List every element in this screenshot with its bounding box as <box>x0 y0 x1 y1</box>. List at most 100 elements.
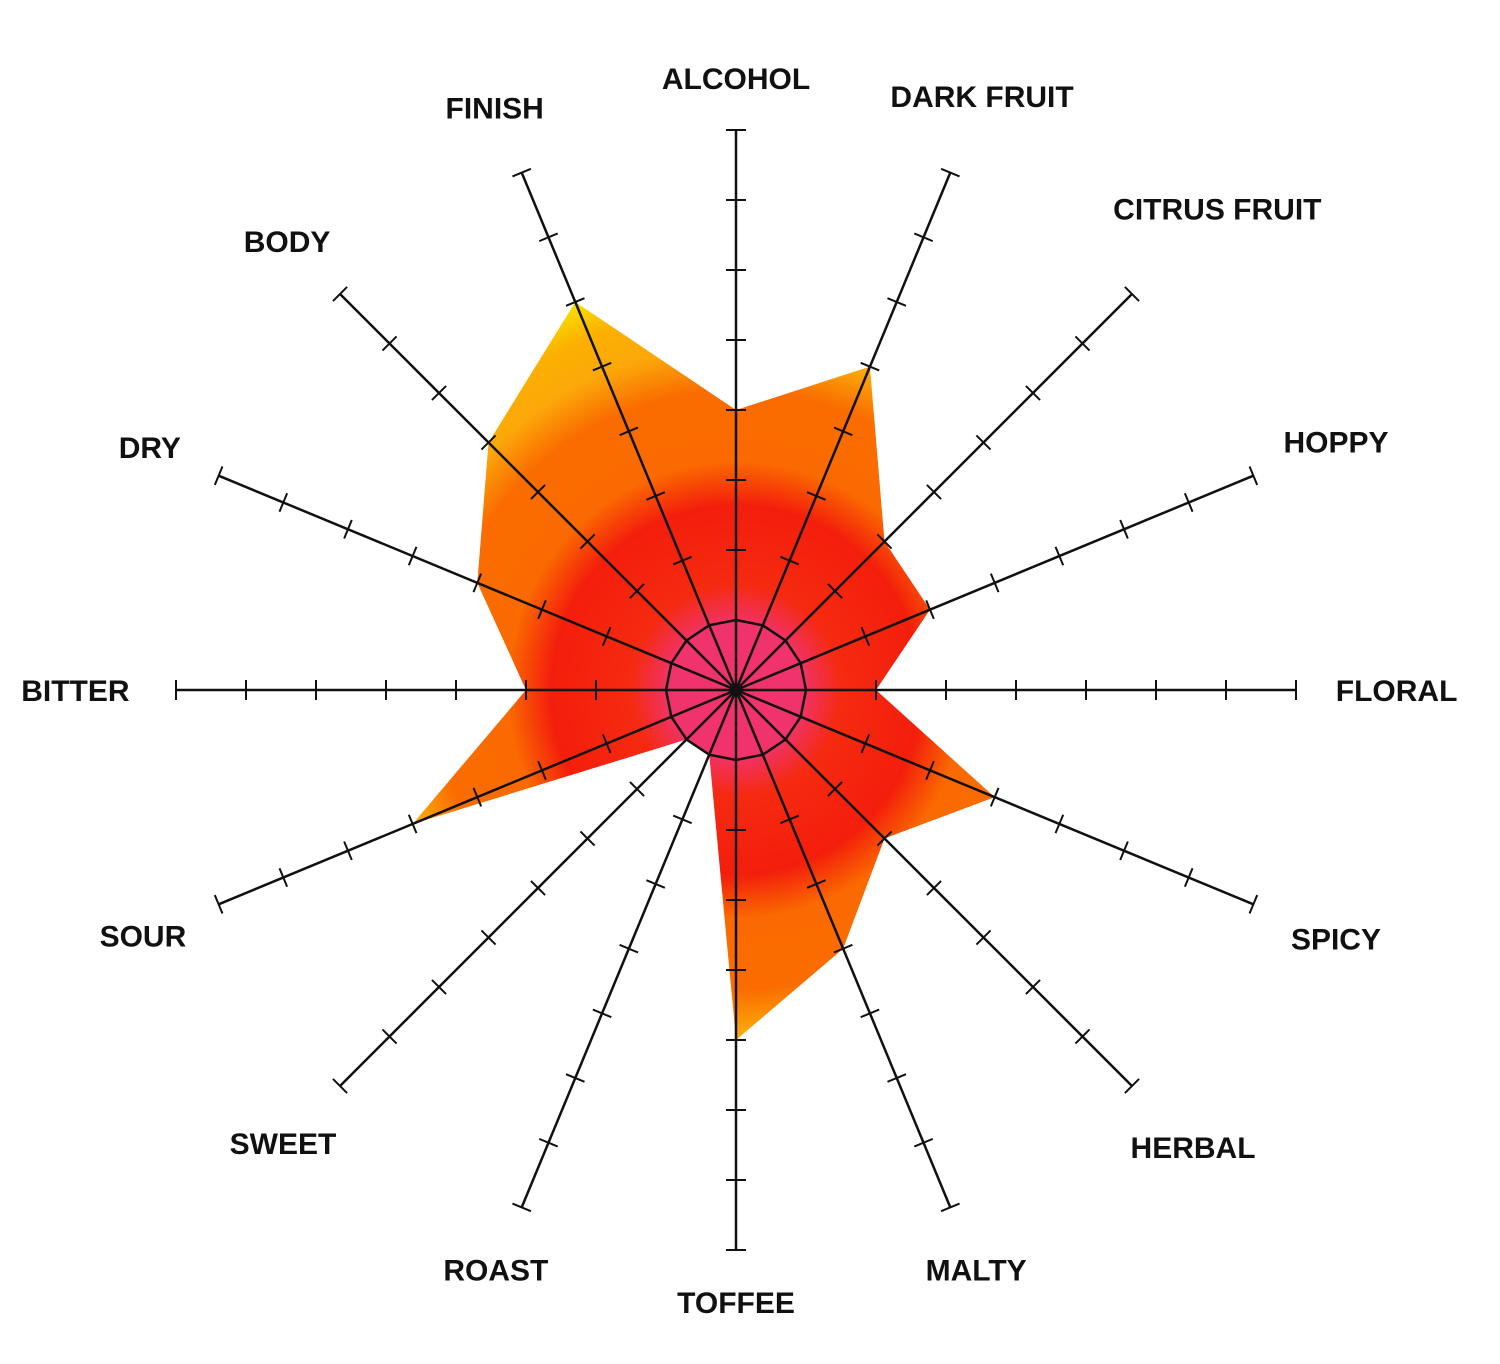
axis-tick <box>579 533 596 550</box>
axis-label: BODY <box>244 226 331 259</box>
axis-tick <box>629 583 645 599</box>
axis-tick <box>827 781 843 797</box>
axis-tick <box>975 929 992 946</box>
axis-tick <box>213 894 224 914</box>
axis-tick <box>1124 1078 1140 1094</box>
axis-tick <box>1025 385 1041 401</box>
axis-tick <box>1119 841 1129 861</box>
axis-tick <box>480 434 497 451</box>
axis-tick <box>672 814 693 825</box>
axis-tick <box>989 573 1000 593</box>
axis-tick <box>876 533 893 550</box>
axis-tick <box>537 600 547 620</box>
axis-tick <box>646 491 666 501</box>
axis-tick <box>806 491 826 501</box>
axis-tick <box>592 1008 612 1019</box>
axis-tick <box>1025 979 1041 995</box>
axis-tick <box>779 555 800 566</box>
axis-tick <box>343 519 353 539</box>
axis-tick <box>1183 492 1194 513</box>
axis-tick <box>887 1073 907 1083</box>
axis-tick <box>1248 466 1259 486</box>
axis-tick <box>407 546 418 566</box>
axis-tick <box>925 600 935 620</box>
axis-tick <box>629 781 645 797</box>
axis-tick <box>1074 1028 1091 1045</box>
axis-tick <box>431 385 447 401</box>
axis-tick <box>926 484 942 500</box>
axis-tick <box>601 733 612 754</box>
axis-label: HERBAL <box>1131 1132 1256 1165</box>
axis-tick <box>833 426 853 437</box>
axis-tick <box>278 492 289 513</box>
axis-tick <box>213 466 224 486</box>
axis-tick <box>860 626 871 647</box>
axis-tick <box>565 297 585 307</box>
axis-label: FINISH <box>446 92 544 125</box>
axis-tick <box>278 867 289 888</box>
axis-tick <box>887 297 907 307</box>
axis-tick <box>538 232 559 243</box>
axis-tick <box>860 361 880 372</box>
axis-tick <box>431 979 447 995</box>
axis-tick <box>876 830 893 847</box>
axis-label: DRY <box>119 432 181 465</box>
axis-label: HOPPY <box>1283 426 1388 459</box>
axis-tick <box>940 167 960 178</box>
axis-tick <box>579 830 596 847</box>
axis-tick <box>512 1202 532 1213</box>
axis-tick <box>538 1137 559 1148</box>
axis-label: DARK FRUIT <box>890 81 1073 114</box>
axis-tick <box>1183 867 1194 888</box>
axis-tick <box>332 286 348 302</box>
axis-tick <box>975 434 992 451</box>
axis-tick <box>989 787 1000 807</box>
axis-tick <box>913 1137 934 1148</box>
axis-tick <box>1054 814 1065 834</box>
axis-tick <box>672 555 693 566</box>
axis-tick <box>1054 546 1065 566</box>
axis-tick <box>619 426 639 437</box>
axis-tick <box>1248 894 1259 914</box>
axis-label: SOUR <box>100 921 187 954</box>
axis-label: SPICY <box>1291 924 1381 957</box>
axis-tick <box>512 167 532 178</box>
axis-label: FLORAL <box>1336 675 1458 708</box>
axis-label: ALCOHOL <box>662 63 810 96</box>
axis-tick <box>601 626 612 647</box>
axis-tick <box>779 814 800 825</box>
axis-tick <box>925 760 935 780</box>
axis-tick <box>860 733 871 754</box>
axis-label: ROAST <box>443 1255 548 1288</box>
axis-tick <box>913 232 934 243</box>
axis-tick <box>592 361 612 372</box>
axis-tick <box>833 943 853 954</box>
axis-tick <box>472 573 483 593</box>
axis-label: TOFFEE <box>677 1287 795 1320</box>
axis-tick <box>407 814 418 834</box>
axis-label: MALTY <box>926 1255 1027 1288</box>
axis-tick <box>806 879 826 889</box>
axis-tick <box>537 760 547 780</box>
axis-tick <box>530 880 546 896</box>
axis-tick <box>860 1008 880 1019</box>
axis-tick <box>646 879 666 889</box>
axis-tick <box>1119 519 1129 539</box>
axis-tick <box>530 484 546 500</box>
axis-label: CITRUS FRUIT <box>1113 194 1321 227</box>
axis-tick <box>940 1202 960 1213</box>
axis-tick <box>343 841 353 861</box>
axis-tick <box>1124 286 1140 302</box>
center-point <box>731 685 741 695</box>
axis-tick <box>827 583 843 599</box>
axis-tick <box>480 929 497 946</box>
axis-tick <box>1074 335 1091 352</box>
axis-tick <box>381 1028 398 1045</box>
axis-tick <box>619 943 639 954</box>
axis-tick <box>926 880 942 896</box>
axis-label: BITTER <box>21 675 130 708</box>
axis-label: SWEET <box>230 1128 337 1161</box>
axis-tick <box>472 787 483 807</box>
axis-tick <box>381 335 398 352</box>
